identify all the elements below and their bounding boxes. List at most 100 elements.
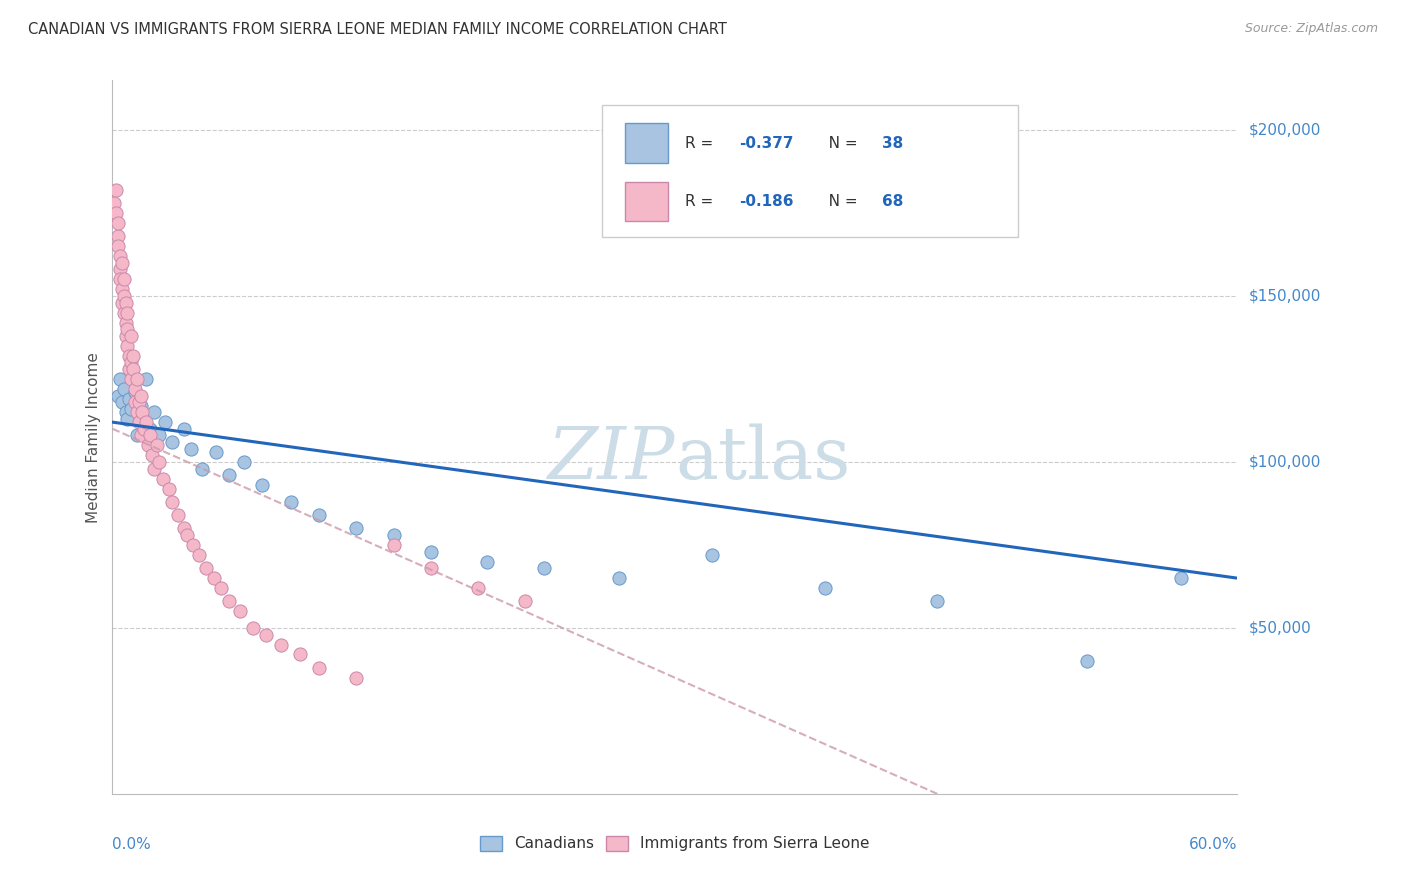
Point [308,508,330,522]
Point [288,648,311,662]
Point [176,528,198,542]
Point [114,295,136,310]
Point [117,339,139,353]
Text: R =: R = [685,194,718,209]
Point [120,372,142,386]
Point [111,256,134,270]
Point [122,349,145,363]
Point [162,495,184,509]
Point [107,388,129,402]
Text: $100,000: $100,000 [1249,454,1320,469]
Point [135,415,157,429]
Point [108,272,131,286]
Point [107,216,129,230]
Point [120,329,142,343]
Text: R =: R = [685,136,718,151]
Text: CANADIAN VS IMMIGRANTS FROM SIERRA LEONE MEDIAN FAMILY INCOME CORRELATION CHART: CANADIAN VS IMMIGRANTS FROM SIERRA LEONE… [28,22,727,37]
Text: N =: N = [814,136,863,151]
Point [229,604,252,618]
Point [105,206,128,220]
Point [117,322,139,336]
Point [103,196,125,211]
Text: -0.186: -0.186 [740,194,793,209]
Point [118,392,141,406]
Point [344,521,367,535]
Point [114,329,136,343]
Point [195,561,218,575]
FancyBboxPatch shape [626,123,668,162]
Point [125,372,148,386]
Point [148,455,170,469]
Point [167,508,190,522]
Point [180,442,202,456]
Point [467,581,489,595]
Point [134,422,156,436]
Point [191,461,214,475]
Point [927,594,949,608]
Point [209,581,232,595]
Point [112,382,135,396]
Point [108,262,131,277]
Point [118,362,141,376]
Point [107,239,129,253]
Point [131,415,153,429]
Point [146,438,169,452]
Point [114,405,136,419]
Text: N =: N = [814,194,863,209]
FancyBboxPatch shape [602,105,1018,237]
Point [420,561,443,575]
Text: -0.377: -0.377 [740,136,793,151]
Text: 68: 68 [882,194,903,209]
Text: Source: ZipAtlas.com: Source: ZipAtlas.com [1244,22,1378,36]
Text: 60.0%: 60.0% [1189,837,1237,852]
Point [280,495,302,509]
Y-axis label: Median Family Income: Median Family Income [86,351,101,523]
Point [129,428,152,442]
Point [122,362,145,376]
Point [202,571,225,585]
Point [125,405,148,419]
Point [148,428,170,442]
Point [111,282,134,296]
Point [131,405,153,419]
Point [129,399,152,413]
Point [218,468,240,483]
Point [118,349,141,363]
Point [142,461,165,475]
Point [162,435,184,450]
Point [152,472,174,486]
Point [157,482,180,496]
Point [204,445,226,459]
Point [270,638,292,652]
Point [702,548,724,562]
Text: atlas: atlas [675,423,851,494]
Point [105,183,128,197]
Point [382,538,405,552]
Point [141,448,163,462]
Point [218,594,240,608]
Point [129,388,152,402]
Point [607,571,630,585]
Point [108,249,131,263]
Point [117,412,139,426]
Point [111,295,134,310]
Point [1170,571,1192,585]
Point [124,395,146,409]
Point [124,382,146,396]
Point [135,372,157,386]
Point [120,355,142,369]
Point [112,272,135,286]
Point [254,627,277,641]
Point [181,538,204,552]
Point [128,395,150,409]
Point [477,555,499,569]
Point [173,521,195,535]
Point [142,405,165,419]
Point [139,422,162,436]
Point [120,401,142,416]
Point [513,594,536,608]
Point [533,561,555,575]
Point [187,548,209,562]
Point [136,438,159,452]
Text: 38: 38 [882,136,903,151]
